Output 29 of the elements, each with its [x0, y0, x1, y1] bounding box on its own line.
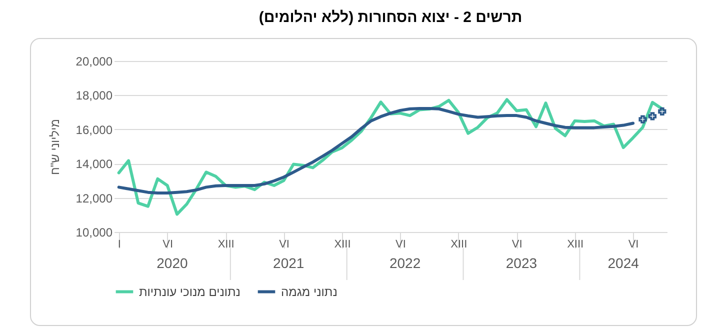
y-tick-label: 14,000 [76, 157, 113, 172]
x-tick-label: VI [162, 238, 174, 250]
text: 2023 [506, 255, 538, 271]
line-series [117, 107, 635, 195]
x-tick-label: VI [396, 238, 406, 250]
chart-title: תרשים 2 - יצוא הסחורות (ללא יהלומים) [258, 9, 522, 26]
legend-label: נתונים מנוכי עונתיות [139, 284, 240, 299]
text: 2022 [389, 255, 421, 271]
y-axis-title: מיליוני ש"ח [48, 119, 62, 175]
x-tick-label: VI [512, 238, 522, 250]
text: 2021 [273, 255, 304, 271]
x-tick-label: XIII [218, 238, 234, 250]
x-tick-label: XIII [334, 238, 351, 250]
y-tick-label: 18,000 [76, 88, 113, 103]
point [658, 107, 666, 116]
point [638, 115, 647, 124]
y-tick-label: 12,000 [76, 191, 113, 206]
x-tick-label: VI [279, 238, 290, 250]
legend-label: נתוני מגמה [281, 284, 338, 299]
point [648, 112, 657, 120]
text: 2024 [608, 255, 640, 271]
y-tick-label: 10,000 [76, 226, 113, 240]
x-tick-label: VI [628, 238, 639, 250]
y-tick-label: 16,000 [76, 122, 113, 137]
x-tick-label: XIII [450, 238, 468, 250]
x-tick-label: I [118, 238, 121, 250]
text: 2020 [156, 255, 188, 271]
y-tick-label: 20,000 [76, 54, 113, 68]
x-tick-label: XIII [567, 238, 584, 250]
